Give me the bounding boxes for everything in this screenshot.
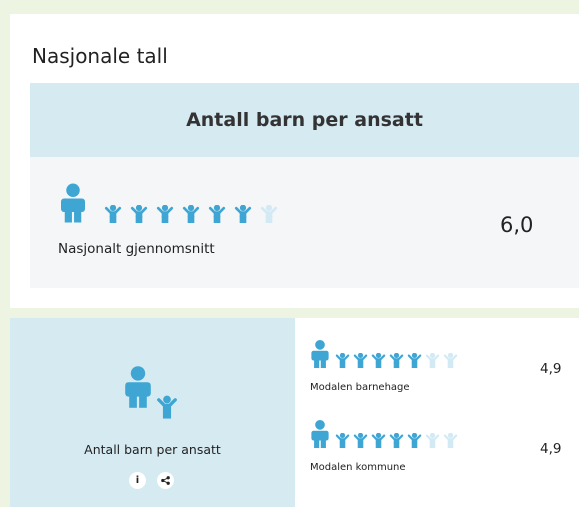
local-left-panel <box>10 318 295 507</box>
row-icons <box>309 420 469 450</box>
row-label: Modalen barnehage <box>310 382 410 393</box>
row-label: Modalen kommune <box>310 462 406 473</box>
local-right-panel <box>295 318 579 507</box>
national-value: 6,0 <box>500 213 534 237</box>
national-icons <box>61 183 278 223</box>
row-value: 4,9 <box>540 361 562 377</box>
section-title: Nasjonale tall <box>32 44 168 68</box>
national-box <box>30 157 579 288</box>
row-value: 4,9 <box>540 441 562 457</box>
national-header: Antall barn per ansatt <box>30 83 579 157</box>
row-icon-svg <box>311 420 458 448</box>
national-label: Nasjonalt gjennomsnitt <box>58 241 215 257</box>
share-icon <box>161 476 170 485</box>
info-button[interactable]: i <box>129 472 146 489</box>
local-label: Antall barn per ansatt <box>84 442 221 457</box>
share-button[interactable] <box>157 472 174 489</box>
row-icons <box>309 340 469 370</box>
local-icon <box>125 366 178 419</box>
row-icon-svg <box>311 340 458 368</box>
